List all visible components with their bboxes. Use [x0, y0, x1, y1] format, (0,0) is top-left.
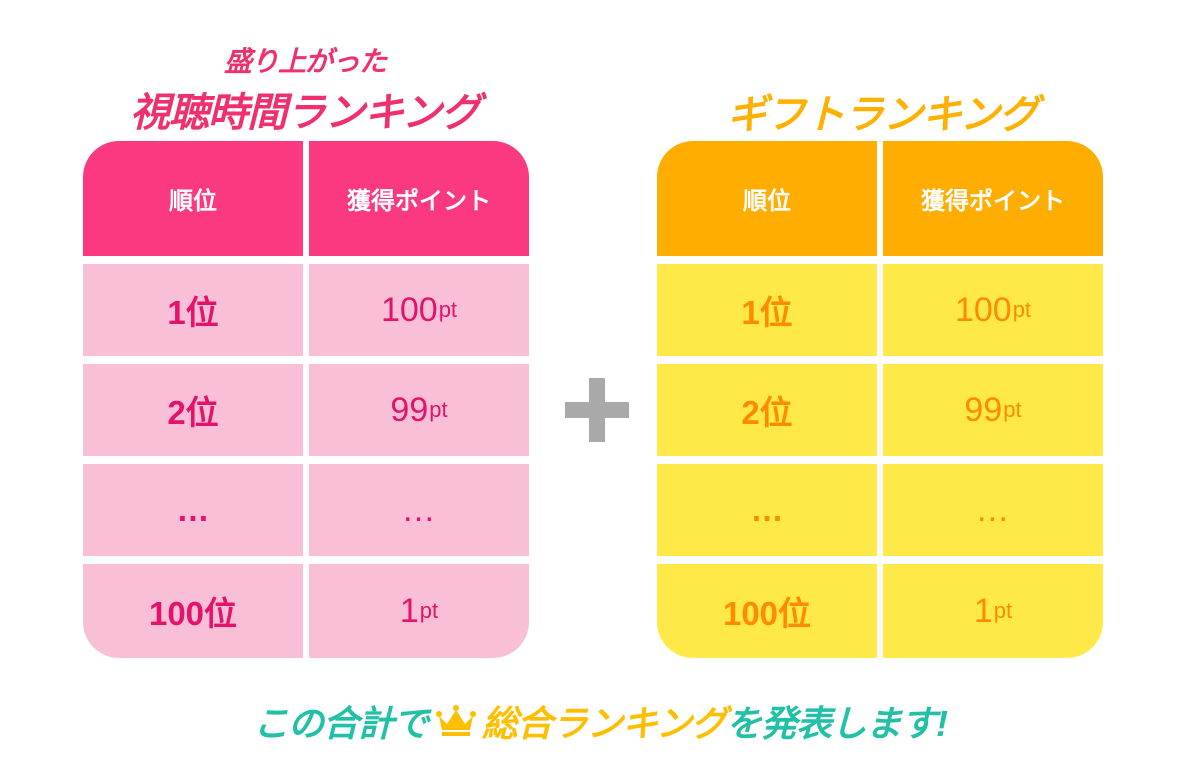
rank-cell: 100位 [657, 564, 877, 658]
footer-text-highlight: 総合ランキング [482, 703, 727, 744]
points-value: … [975, 490, 1010, 529]
points-value: 99 [964, 390, 1003, 429]
points-unit: pt [419, 598, 439, 623]
plus-icon [565, 378, 629, 442]
points-cell: 99 pt [309, 364, 529, 456]
points-unit: pt [993, 598, 1013, 623]
points-column-header: 獲得ポイント [309, 141, 529, 256]
crown-icon [436, 705, 477, 736]
points-unit: pt [1003, 397, 1022, 422]
points-value: 1 [973, 591, 993, 630]
rank-cell: 1位 [83, 264, 303, 356]
view-time-title: 視聴時間ランキング [130, 90, 481, 136]
points-cell: 99 pt [883, 364, 1103, 456]
points-cell: 1 pt [309, 564, 529, 658]
view-time-ranking-table: 順位 獲得ポイント 1位 100 pt 2位 99 pt … … 100位 1 pt [83, 141, 529, 658]
rank-cell: 100位 [83, 564, 303, 658]
points-unit: pt [429, 397, 448, 422]
points-cell-ellipsis: … [309, 464, 529, 556]
total-ranking-announcement: この合計で 総合ランキング を発表します! [0, 696, 1200, 746]
points-unit: pt [1012, 297, 1032, 322]
footer-text-suffix: を発表します! [725, 703, 948, 744]
points-value: 100 [380, 290, 438, 329]
points-cell: 100 pt [309, 264, 529, 356]
points-value: … [401, 490, 436, 529]
points-unit: pt [438, 297, 458, 322]
points-cell: 100 pt [883, 264, 1103, 356]
rank-column-header: 順位 [657, 141, 877, 256]
points-value: 100 [954, 290, 1012, 329]
points-cell-ellipsis: … [883, 464, 1103, 556]
gift-ranking-title: ギフトランキング [727, 92, 1039, 138]
footer-text-prefix: この合計で [253, 703, 429, 744]
points-value: 99 [390, 390, 429, 429]
points-column-header: 獲得ポイント [883, 141, 1103, 256]
rank-cell: 1位 [657, 264, 877, 356]
rank-cell-ellipsis: … [83, 464, 303, 556]
rank-column-header: 順位 [83, 141, 303, 256]
view-time-subtitle: 盛り上がった [223, 45, 387, 78]
rank-cell: 2位 [657, 364, 877, 456]
rank-cell: 2位 [83, 364, 303, 456]
gift-ranking-table: 順位 獲得ポイント 1位 100 pt 2位 99 pt … … 100位 1 pt [657, 141, 1103, 658]
points-value: 1 [399, 591, 419, 630]
points-cell: 1 pt [883, 564, 1103, 658]
rank-cell-ellipsis: … [657, 464, 877, 556]
plus-icon-vertical-bar [589, 378, 605, 442]
